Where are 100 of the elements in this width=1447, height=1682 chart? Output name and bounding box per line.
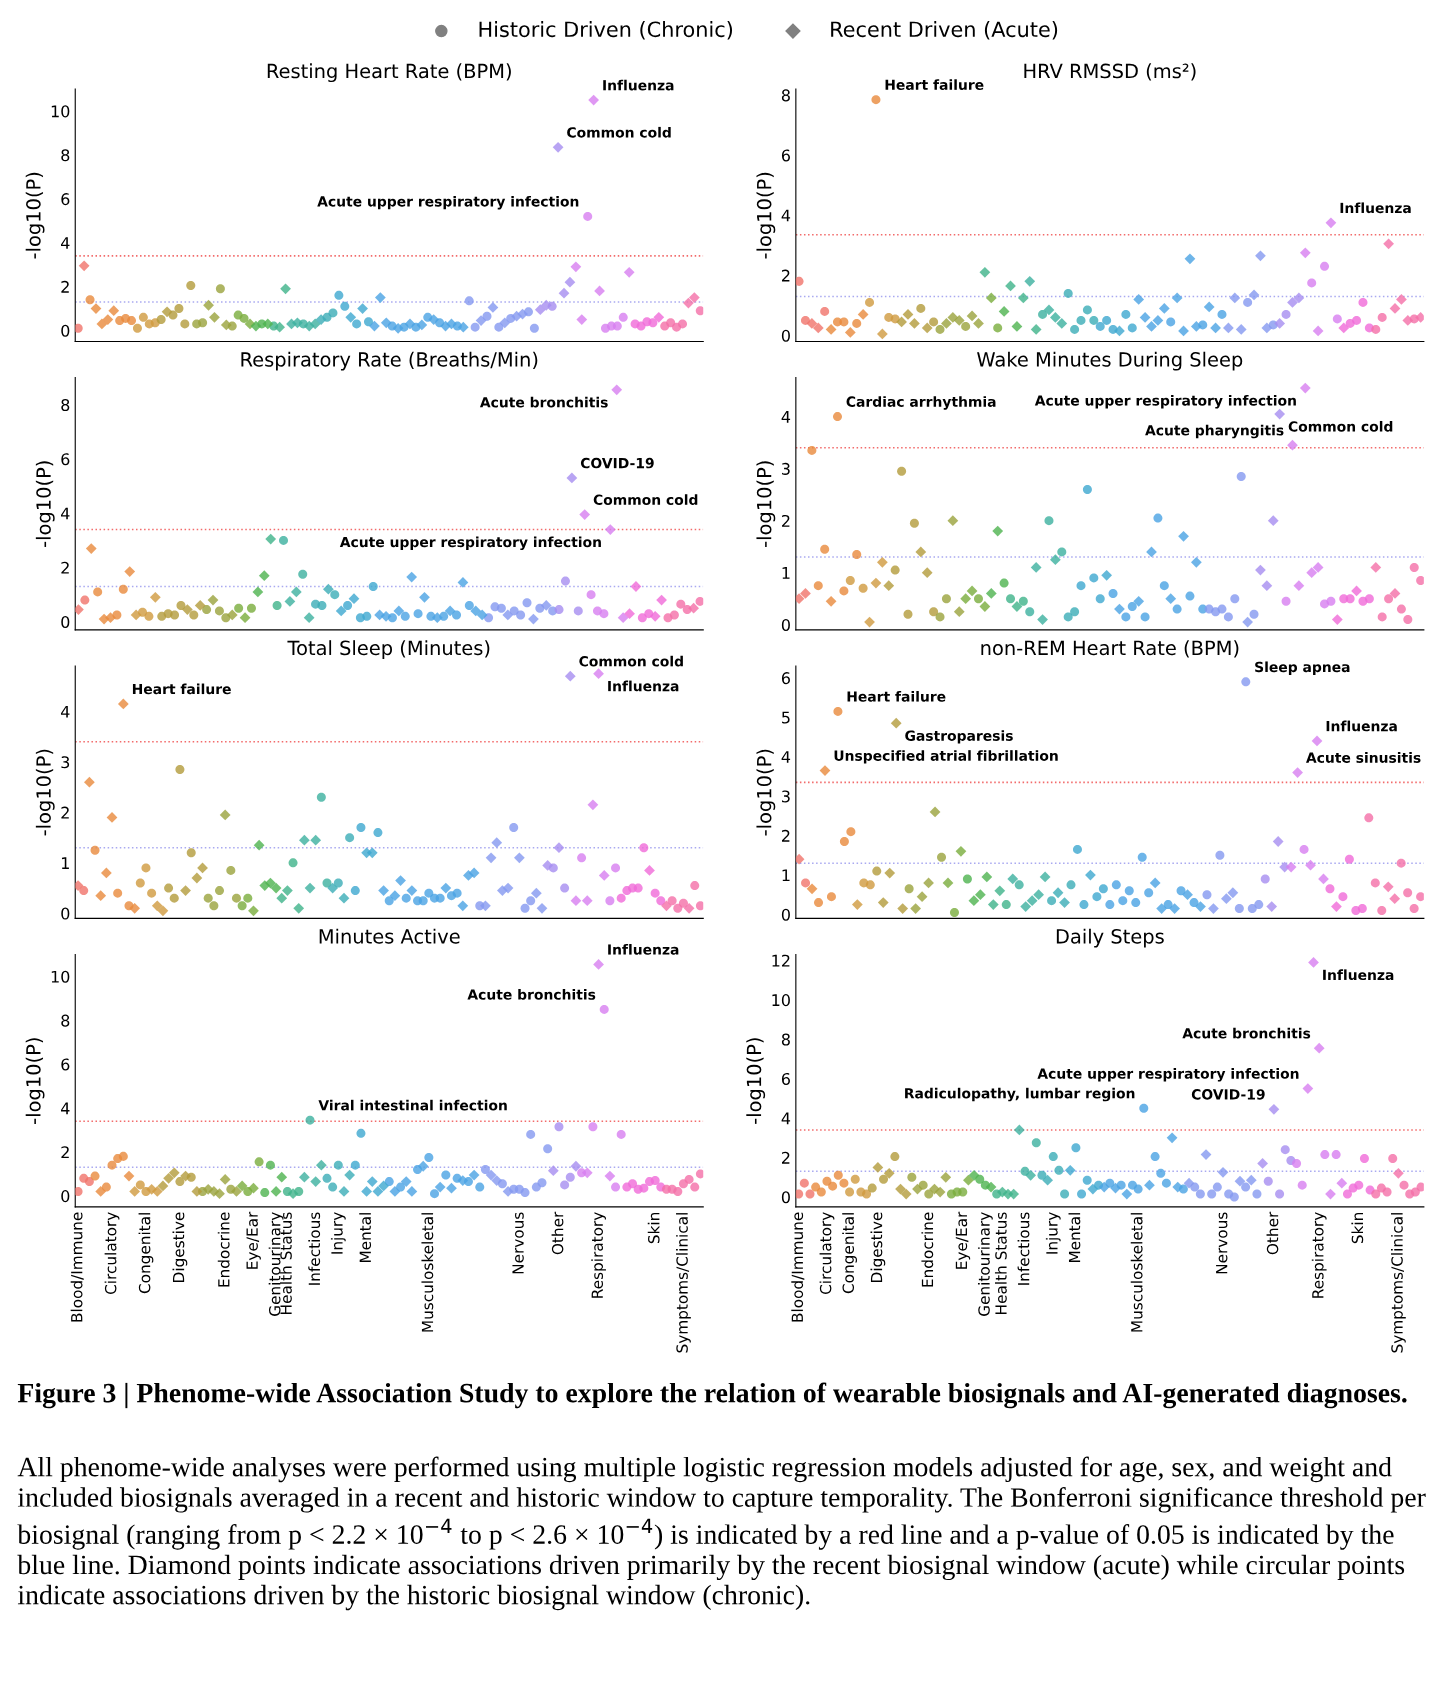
- point: [202, 605, 212, 615]
- y-axis-title: -log10(P): [756, 172, 776, 259]
- point: [1357, 904, 1367, 914]
- point: [1416, 575, 1424, 585]
- point: [1242, 616, 1253, 628]
- annotation: Gastroparesis: [905, 730, 1013, 744]
- point: [833, 706, 843, 716]
- point: [1144, 1179, 1155, 1191]
- x-tick-label: Mental: [359, 1213, 372, 1263]
- point: [182, 604, 193, 615]
- caption: Figure 3 | Phenome-wide Association Study to explore the relation of wearable biosignals and AI-generated diagnoses.: [17, 1382, 1407, 1409]
- point: [170, 610, 180, 620]
- point: [1302, 1083, 1314, 1094]
- point: [380, 610, 392, 622]
- point: [858, 583, 868, 593]
- point: [243, 893, 253, 903]
- point: [1223, 612, 1233, 622]
- annotation: Common cold: [579, 655, 683, 667]
- point: [309, 318, 321, 330]
- point: [871, 95, 881, 105]
- point: [384, 896, 394, 906]
- point: [1050, 312, 1061, 323]
- point: [554, 605, 564, 615]
- point: [1308, 957, 1319, 968]
- y-tick-label: 0: [61, 324, 70, 337]
- point: [246, 603, 256, 613]
- point: [949, 907, 959, 917]
- x-tick-label: Genitourinary: [977, 1212, 993, 1316]
- y-axis-title: -log10(P): [35, 749, 55, 836]
- point: [900, 1188, 912, 1200]
- point: [529, 323, 539, 333]
- point: [648, 318, 658, 328]
- y-tick-label: 3: [782, 790, 790, 803]
- point: [1313, 1042, 1325, 1054]
- point: [1261, 322, 1273, 334]
- point: [108, 305, 120, 317]
- point: [1307, 278, 1317, 288]
- point: [1013, 1124, 1025, 1136]
- point: [113, 888, 123, 898]
- point: [806, 318, 818, 329]
- point: [553, 842, 565, 854]
- annotation: COVID-19: [1191, 1089, 1265, 1100]
- point: [883, 580, 895, 592]
- point: [338, 892, 350, 904]
- annotation: Common cold: [567, 126, 671, 138]
- point: [130, 609, 142, 621]
- point: [1018, 596, 1028, 606]
- point: [274, 321, 286, 333]
- point: [1017, 292, 1029, 304]
- annotation: Heart failure: [847, 691, 946, 702]
- point: [845, 575, 855, 585]
- point: [1159, 581, 1169, 591]
- y-tick-label: 4: [781, 1112, 791, 1125]
- point: [1311, 735, 1323, 747]
- point: [135, 878, 145, 888]
- point: [480, 900, 491, 912]
- chart-title: HRV RMSSD (ms²): [1024, 63, 1196, 81]
- point: [581, 895, 593, 907]
- point: [180, 1170, 191, 1182]
- point: [1184, 253, 1196, 265]
- annotation: Unspecified atrial fibrillation: [834, 750, 1058, 764]
- point: [1172, 604, 1182, 614]
- point: [1254, 900, 1264, 910]
- point: [593, 959, 604, 970]
- point: [1006, 594, 1016, 604]
- point: [252, 586, 264, 598]
- point: [1396, 604, 1406, 614]
- point: [304, 882, 316, 894]
- point: [570, 261, 582, 273]
- point: [356, 823, 366, 833]
- point: [1403, 615, 1413, 625]
- point: [852, 549, 862, 559]
- point: [1056, 318, 1068, 329]
- y-tick-label: 6: [781, 1072, 790, 1086]
- point: [1255, 564, 1266, 576]
- point: [105, 612, 116, 624]
- point: [129, 1186, 141, 1197]
- point: [75, 323, 83, 333]
- point: [138, 312, 148, 322]
- annotation: Cardiac arrhythmia: [846, 396, 996, 410]
- point: [317, 600, 327, 610]
- x-tick-label: Digestive: [870, 1212, 886, 1282]
- point: [1287, 297, 1298, 308]
- point: [1020, 901, 1032, 912]
- point: [795, 853, 805, 865]
- point: [1037, 614, 1048, 625]
- point: [669, 610, 679, 620]
- point: [157, 1180, 169, 1192]
- point: [485, 1169, 497, 1181]
- point: [864, 616, 875, 628]
- point: [164, 883, 174, 893]
- point: [1030, 562, 1042, 573]
- point: [1101, 569, 1113, 581]
- point: [1409, 904, 1419, 914]
- point: [334, 290, 344, 300]
- point: [186, 281, 196, 290]
- point: [916, 303, 926, 313]
- point: [1038, 309, 1048, 319]
- point: [564, 670, 576, 682]
- point: [1007, 873, 1019, 885]
